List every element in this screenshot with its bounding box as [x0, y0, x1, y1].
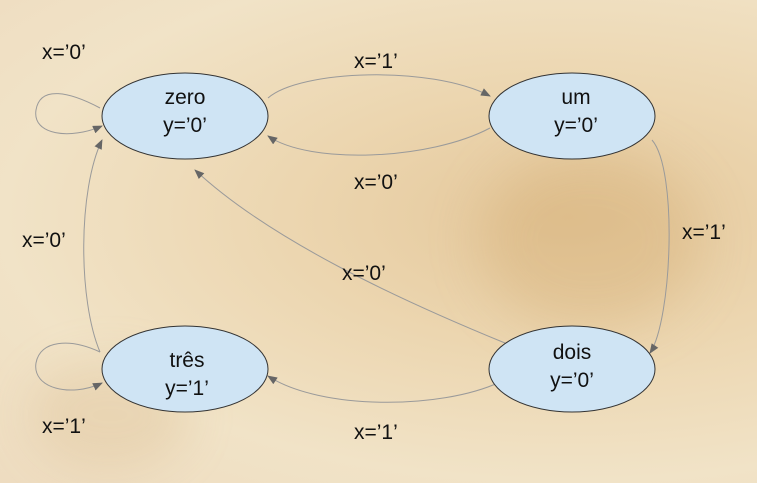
state-dois-output: y=’0’ [550, 369, 594, 392]
state-tres-name: três [169, 349, 204, 372]
state-tres: três y=’1’ [101, 325, 269, 413]
edge-zero-self [35, 93, 103, 135]
state-um: um y=’0’ [488, 72, 656, 160]
state-zero-output: y=’0’ [163, 114, 207, 137]
state-dois-name: dois [553, 341, 592, 364]
edge-um-to-zero [267, 127, 491, 156]
state-zero-name: zero [165, 86, 206, 109]
label-zero-to-um: x=’1’ [354, 50, 398, 73]
edge-dois-to-tres [267, 375, 501, 403]
edge-tres-self [35, 342, 103, 391]
state-um-name: um [561, 86, 590, 109]
label-dois-to-zero: x=’0’ [342, 262, 386, 285]
edge-zero-to-um [267, 74, 491, 99]
label-um-to-dois: x=’1’ [682, 221, 726, 244]
state-um-output: y=’0’ [554, 114, 598, 137]
edge-tres-to-zero [83, 139, 103, 353]
label-zero-self: x=’0’ [42, 41, 86, 64]
label-tres-to-zero: x=’0’ [22, 229, 66, 252]
edge-dois-to-zero [194, 169, 506, 344]
state-zero: zero y=’0’ [101, 72, 269, 160]
label-tres-self: x=’1’ [42, 415, 86, 438]
state-dois: dois y=’0’ [488, 325, 656, 413]
label-dois-to-tres: x=’1’ [354, 421, 398, 444]
state-tres-output: y=’1’ [165, 377, 209, 400]
label-um-to-zero: x=’0’ [354, 171, 398, 194]
edge-um-to-dois [649, 139, 670, 354]
